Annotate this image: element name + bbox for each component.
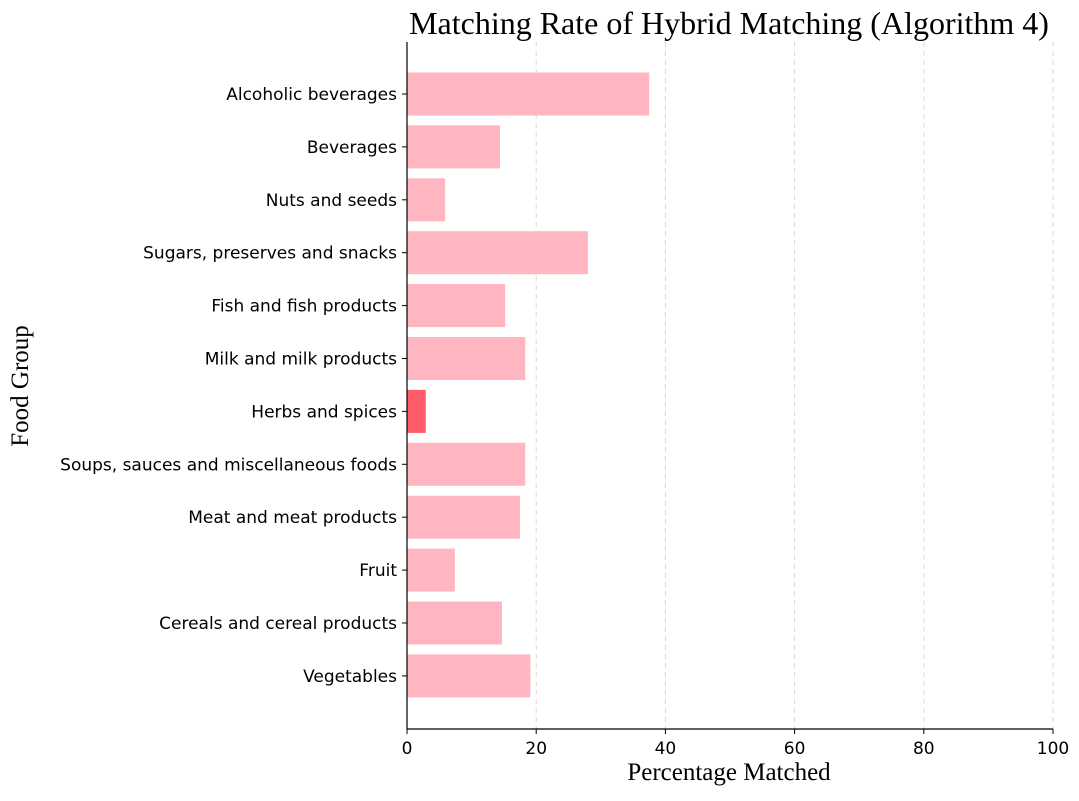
y-tick-label: Beverages: [307, 138, 397, 158]
y-tick-label: Nuts and seeds: [266, 191, 397, 211]
y-tick-label: Sugars, preserves and snacks: [143, 244, 397, 264]
grid-layer: [535, 42, 1054, 729]
x-tick-label: 100: [1037, 739, 1069, 759]
y-tick-label: Soups, sauces and miscellaneous foods: [60, 455, 397, 475]
y-tick-label: Cereals and cereal products: [159, 614, 397, 634]
y-tick-label: Alcoholic beverages: [226, 85, 397, 105]
x-tick-label: 0: [402, 739, 413, 759]
x-tick-label: 40: [655, 739, 677, 759]
bar: [407, 654, 531, 698]
bar: [407, 178, 446, 222]
y-tick-label: Meat and meat products: [188, 508, 397, 528]
bar: [407, 231, 588, 275]
bar-layer: [407, 72, 650, 698]
chart-title: Matching Rate of Hybrid Matching (Algori…: [409, 5, 1049, 41]
bar: [407, 601, 502, 645]
bar: [407, 548, 455, 592]
bar: [407, 125, 501, 169]
y-axis-title: Food Group: [7, 325, 34, 447]
x-tick-label: 60: [784, 739, 806, 759]
bar: [407, 72, 650, 116]
axis-layer: Alcoholic beverages Beverages Nuts and see…: [60, 42, 1069, 759]
bar: [407, 495, 521, 539]
y-tick-label: Fruit: [359, 561, 397, 581]
y-tick-label: Milk and milk products: [205, 350, 397, 370]
bar: [407, 284, 506, 328]
bar: [407, 442, 526, 486]
x-tick-label: 80: [913, 739, 935, 759]
x-axis-title: Percentage Matched: [627, 759, 831, 786]
y-tick-label: Vegetables: [303, 667, 397, 687]
y-tick-label: Fish and fish products: [211, 297, 397, 317]
y-tick-label: Herbs and spices: [251, 402, 397, 422]
bar: [407, 389, 426, 433]
bar: [407, 337, 526, 380]
x-tick-label: 20: [525, 739, 547, 759]
